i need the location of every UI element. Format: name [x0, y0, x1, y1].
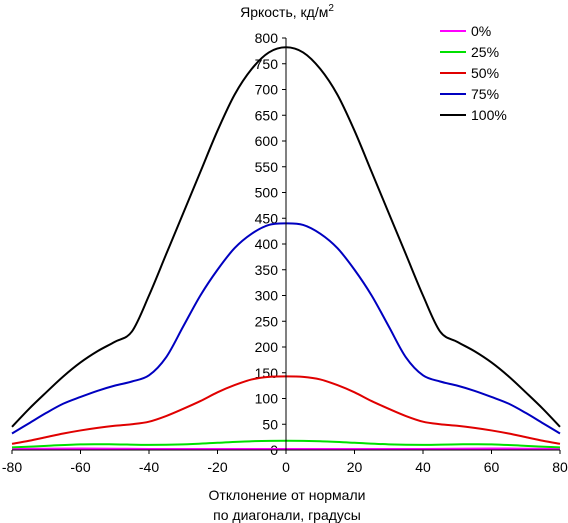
y-tick-label: 500: [255, 185, 279, 201]
y-axis-ticks: 0501001502002503003504004505005506006507…: [255, 30, 286, 458]
y-tick-label: 550: [255, 159, 279, 175]
x-tick-label: -60: [70, 459, 90, 475]
y-axis-title: Яркость, кд/м2: [240, 3, 334, 20]
y-tick-label: 300: [255, 288, 279, 304]
y-tick-label: 200: [255, 339, 279, 355]
legend-label: 50%: [471, 65, 499, 81]
x-tick-label: -80: [2, 459, 22, 475]
y-tick-label: 700: [255, 82, 279, 98]
x-axis-ticks: -80 -60 -40 -20 0 20 40 60 80: [2, 450, 568, 475]
y-tick-label: 450: [255, 210, 279, 226]
x-tick-label: 80: [552, 459, 568, 475]
legend-label: 100%: [471, 107, 507, 123]
y-tick-label: 250: [255, 313, 279, 329]
y-tick-label: 350: [255, 262, 279, 278]
y-tick-label: 400: [255, 236, 279, 252]
x-tick-label: 20: [347, 459, 363, 475]
y-tick-label: 750: [255, 56, 279, 72]
x-tick-label: -40: [139, 459, 159, 475]
x-tick-label: 40: [415, 459, 431, 475]
x-axis-title-line1: Отклонение от нормали: [209, 487, 366, 503]
y-tick-label: 50: [262, 416, 278, 432]
legend-label: 75%: [471, 86, 499, 102]
legend: 0% 25% 50% 75% 100%: [440, 23, 507, 123]
legend-label: 0%: [471, 23, 491, 39]
y-tick-label: 600: [255, 133, 279, 149]
y-axis-title-superscript: 2: [328, 3, 334, 14]
x-tick-label: -20: [207, 459, 227, 475]
y-tick-label: 800: [255, 30, 279, 46]
x-tick-label: 60: [484, 459, 500, 475]
y-tick-label: 100: [255, 391, 279, 407]
y-axis-title-text: Яркость, кд/м: [240, 4, 328, 20]
legend-label: 25%: [471, 44, 499, 60]
y-tick-label: 650: [255, 107, 279, 123]
x-tick-label: 0: [282, 459, 290, 475]
x-axis-title-line2: по диагонали, градусы: [213, 507, 361, 523]
